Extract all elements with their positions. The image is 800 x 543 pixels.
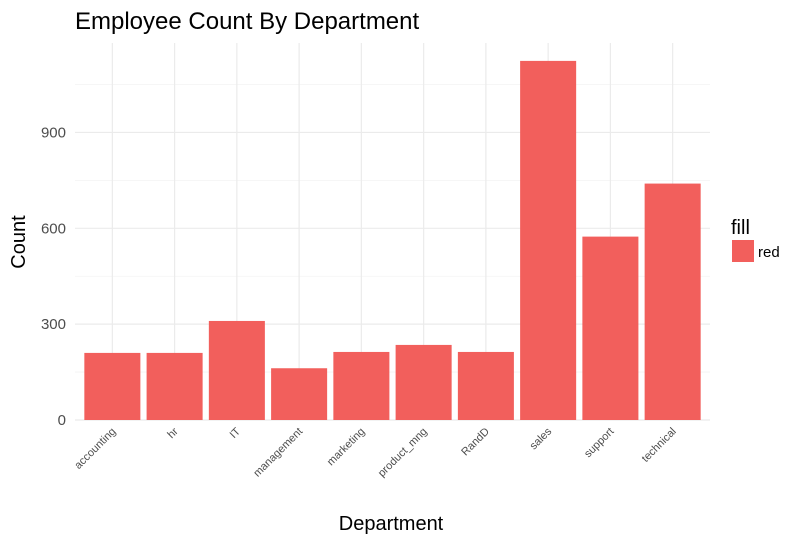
bar-technical (644, 183, 701, 420)
x-tick-label: product_mng (376, 426, 430, 480)
x-tick-label: technical (640, 426, 679, 465)
x-tick-label: RandD (459, 426, 492, 459)
y-tick-label: 0 (58, 412, 66, 429)
y-axis-title: Count (8, 215, 30, 269)
x-tick-label: hr (165, 425, 181, 441)
legend: fill red (731, 217, 780, 262)
bar-sales (520, 60, 577, 420)
legend-title: fill (731, 217, 750, 239)
bar-product_mng (395, 344, 452, 420)
y-tick-label: 900 (41, 124, 66, 141)
x-axis-ticks: accounting hr IT management marketing product… (72, 425, 678, 479)
bar-support (582, 236, 639, 420)
y-tick-label: 600 (41, 220, 66, 237)
x-tick-label: support (582, 426, 616, 460)
x-tick-label: IT (228, 425, 244, 441)
x-axis-title: Department (339, 513, 444, 535)
bar-RandD (457, 351, 514, 420)
bar-management (271, 368, 328, 420)
bar-hr (146, 352, 203, 420)
x-tick-label: management (251, 426, 305, 480)
legend-swatch (732, 240, 754, 262)
bars (84, 60, 701, 420)
x-tick-label: sales (528, 425, 555, 452)
legend-label: red (758, 244, 780, 261)
y-axis-ticks: 0 300 600 900 (41, 124, 66, 429)
bar-marketing (333, 351, 390, 420)
chart-title: Employee Count By Department (75, 8, 420, 35)
x-tick-label: marketing (325, 426, 368, 469)
bar-IT (208, 320, 265, 420)
bar-accounting (84, 352, 141, 420)
y-tick-label: 300 (41, 316, 66, 333)
x-tick-label: accounting (72, 426, 118, 472)
